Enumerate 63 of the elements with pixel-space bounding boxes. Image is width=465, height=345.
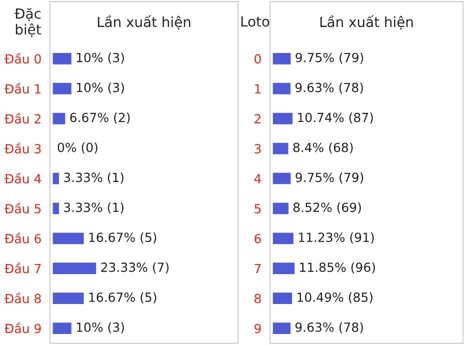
bar <box>272 82 290 94</box>
data-label: 6.67% (2) <box>70 112 130 124</box>
y-tick-label: 2 <box>254 114 260 124</box>
data-label: 9.63% (78) <box>295 82 363 94</box>
bar <box>52 292 84 304</box>
bar <box>272 262 295 274</box>
data-label: 10.74% (87) <box>298 112 373 124</box>
y-tick-label: 8 <box>254 294 261 304</box>
y-tick-label: Đầu 8 <box>4 292 41 304</box>
data-label: 23.33% (7) <box>101 262 169 274</box>
bar <box>52 202 59 214</box>
bar <box>272 142 288 154</box>
y-tick-label: 5 <box>254 204 261 214</box>
y-tick-label: Đầu 6 <box>4 232 41 244</box>
y-tick-label: 1 <box>255 84 261 94</box>
y-tick-label: Đầu 3 <box>4 142 41 154</box>
data-label: 8.52% (69) <box>293 202 361 214</box>
y-tick-label: Đầu 5 <box>4 202 41 214</box>
data-label: 10% (3) <box>76 322 124 334</box>
data-label: 10% (3) <box>76 52 124 64</box>
data-label: 3.33% (1) <box>64 202 124 214</box>
data-label: 10% (3) <box>76 82 124 94</box>
data-label: 3.33% (1) <box>64 172 124 184</box>
y-tick-label: Đầu 2 <box>4 112 40 124</box>
data-label: 8.4% (68) <box>293 142 353 154</box>
y-tick-label: 6 <box>254 234 261 244</box>
bar <box>52 322 72 334</box>
data-label: 9.75% (79) <box>296 172 364 184</box>
data-label: 16.67% (5) <box>89 292 156 304</box>
bar <box>272 232 294 244</box>
bar <box>52 52 72 64</box>
y-tick-label: 7 <box>254 264 261 274</box>
x-axis-title: Lần xuất hiện <box>320 15 413 30</box>
y-tick-label: Đầu 4 <box>4 172 41 184</box>
bar <box>52 82 72 94</box>
y-tick-label: 4 <box>254 174 261 184</box>
bar <box>52 232 84 244</box>
data-label: 9.63% (78) <box>295 322 363 334</box>
bar <box>272 172 291 184</box>
y-tick-label: 3 <box>254 144 261 154</box>
y-axis-title: Đặc biệt <box>14 8 41 37</box>
bar <box>272 52 291 64</box>
y-axis-title: Loto <box>241 16 270 27</box>
bar <box>272 112 292 124</box>
y-tick-label: 0 <box>254 54 261 64</box>
data-label: 11.85% (96) <box>300 262 375 274</box>
bar <box>52 172 59 184</box>
bar <box>272 322 290 334</box>
bar <box>52 262 96 274</box>
y-tick-label: Đầu 7 <box>4 262 41 274</box>
y-tick-label: 9 <box>254 324 261 334</box>
y-tick-label: Đầu 0 <box>4 52 41 64</box>
data-label: 16.67% (5) <box>89 232 156 244</box>
data-label: 0% (0) <box>58 142 98 154</box>
bar <box>272 292 292 304</box>
data-label: 10.49% (85) <box>298 292 372 304</box>
y-tick-label: Đầu 1 <box>4 82 41 94</box>
data-label: 11.23% (91) <box>298 232 374 244</box>
data-label: 9.75% (79) <box>296 52 364 64</box>
bar <box>272 202 288 214</box>
y-tick-label: Đầu 9 <box>4 322 41 334</box>
x-axis-title: Lần xuất hiện <box>98 15 190 30</box>
bar <box>52 112 66 124</box>
